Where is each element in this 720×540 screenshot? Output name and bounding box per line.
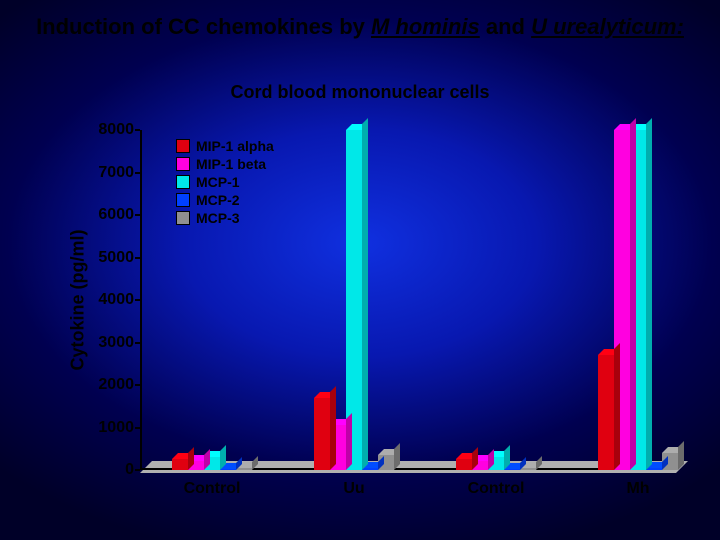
ytick-mark xyxy=(135,342,140,344)
legend-swatch xyxy=(176,193,190,207)
ytick-label: 1000 xyxy=(98,419,134,437)
slide-title: Induction of CC chemokines by M hominis … xyxy=(0,14,720,39)
slide-subtitle: Cord blood mononuclear cells xyxy=(0,82,720,103)
ytick-label: 6000 xyxy=(98,206,134,224)
ytick-mark xyxy=(135,299,140,301)
legend-swatch xyxy=(176,139,190,153)
ytick-label: 0 xyxy=(125,461,134,479)
bar xyxy=(362,468,378,470)
legend-label: MCP-2 xyxy=(196,192,240,208)
legend-item: MCP-3 xyxy=(176,210,274,226)
ytick-label: 8000 xyxy=(98,121,134,139)
ytick-label: 4000 xyxy=(98,291,134,309)
ytick-label: 2000 xyxy=(98,376,134,394)
title-italic-1: M hominis xyxy=(371,14,480,39)
legend-item: MIP-1 alpha xyxy=(176,138,274,154)
bar xyxy=(314,398,330,470)
legend-label: MCP-1 xyxy=(196,174,240,190)
ytick-mark xyxy=(135,384,140,386)
bar xyxy=(520,468,536,470)
bar xyxy=(598,355,614,470)
bar xyxy=(456,459,472,470)
ytick-label: 5000 xyxy=(98,249,134,267)
title-italic-2: U urealyticum: xyxy=(531,14,684,39)
bar xyxy=(220,469,236,470)
bar xyxy=(172,459,188,470)
ytick-mark xyxy=(135,214,140,216)
bar xyxy=(646,468,662,470)
legend-item: MCP-2 xyxy=(176,192,274,208)
title-part1: Induction of CC chemokines by xyxy=(36,14,371,39)
ytick-mark xyxy=(135,129,140,131)
ytick-mark xyxy=(135,427,140,429)
y-axis xyxy=(140,130,142,470)
x-category-label: Uu xyxy=(343,480,364,498)
legend-swatch xyxy=(176,175,190,189)
ytick-mark xyxy=(135,257,140,259)
legend-label: MIP-1 beta xyxy=(196,156,266,172)
legend-item: MCP-1 xyxy=(176,174,274,190)
bar xyxy=(236,468,252,470)
bar xyxy=(504,469,520,470)
slide-root: Induction of CC chemokines by M hominis … xyxy=(0,0,720,540)
ytick-label: 7000 xyxy=(98,164,134,182)
legend-label: MIP-1 alpha xyxy=(196,138,274,154)
x-category-label: Control xyxy=(184,480,241,498)
legend-swatch xyxy=(176,157,190,171)
y-axis-label: Cytokine (pg/ml) xyxy=(68,229,89,370)
ytick-mark xyxy=(135,172,140,174)
x-category-label: Control xyxy=(468,480,525,498)
legend-item: MIP-1 beta xyxy=(176,156,274,172)
title-mid: and xyxy=(480,14,531,39)
legend-label: MCP-3 xyxy=(196,210,240,226)
legend-swatch xyxy=(176,211,190,225)
ytick-label: 3000 xyxy=(98,334,134,352)
ytick-mark xyxy=(135,469,140,471)
chart-legend: MIP-1 alpha MIP-1 beta MCP-1 MCP-2 MCP-3 xyxy=(176,138,274,228)
x-category-label: Mh xyxy=(626,480,649,498)
